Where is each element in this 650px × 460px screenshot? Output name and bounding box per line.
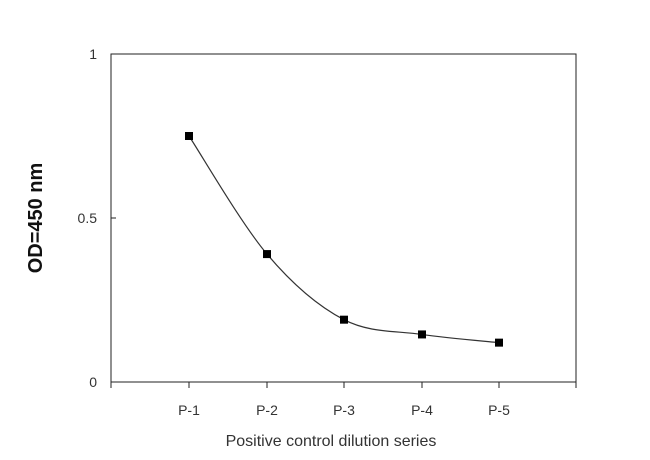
x-tick-label: P-5 — [488, 402, 510, 418]
y-tick-label: 0 — [89, 374, 97, 390]
data-point-marker — [495, 338, 503, 347]
data-series — [185, 132, 503, 347]
x-tick-label: P-4 — [411, 402, 433, 418]
x-tick-label: P-2 — [256, 402, 278, 418]
y-tick-label: 0.5 — [78, 210, 98, 226]
y-axis: 00.51 — [78, 46, 116, 390]
x-axis-title: Positive control dilution series — [226, 433, 437, 450]
x-tick-label: P-3 — [333, 402, 355, 418]
data-point-marker — [263, 250, 271, 259]
series-line — [188, 135, 500, 344]
data-point-marker — [340, 315, 348, 324]
plot-frame — [110, 53, 577, 383]
x-tick-label: P-1 — [178, 402, 200, 418]
y-tick-label: 1 — [89, 46, 97, 62]
data-point-marker — [418, 330, 426, 339]
data-point-marker — [185, 132, 193, 140]
x-axis: P-1 P-2 P-3 P-4 P-5 — [110, 382, 577, 418]
y-axis-title: OD=450 nm — [25, 163, 47, 274]
